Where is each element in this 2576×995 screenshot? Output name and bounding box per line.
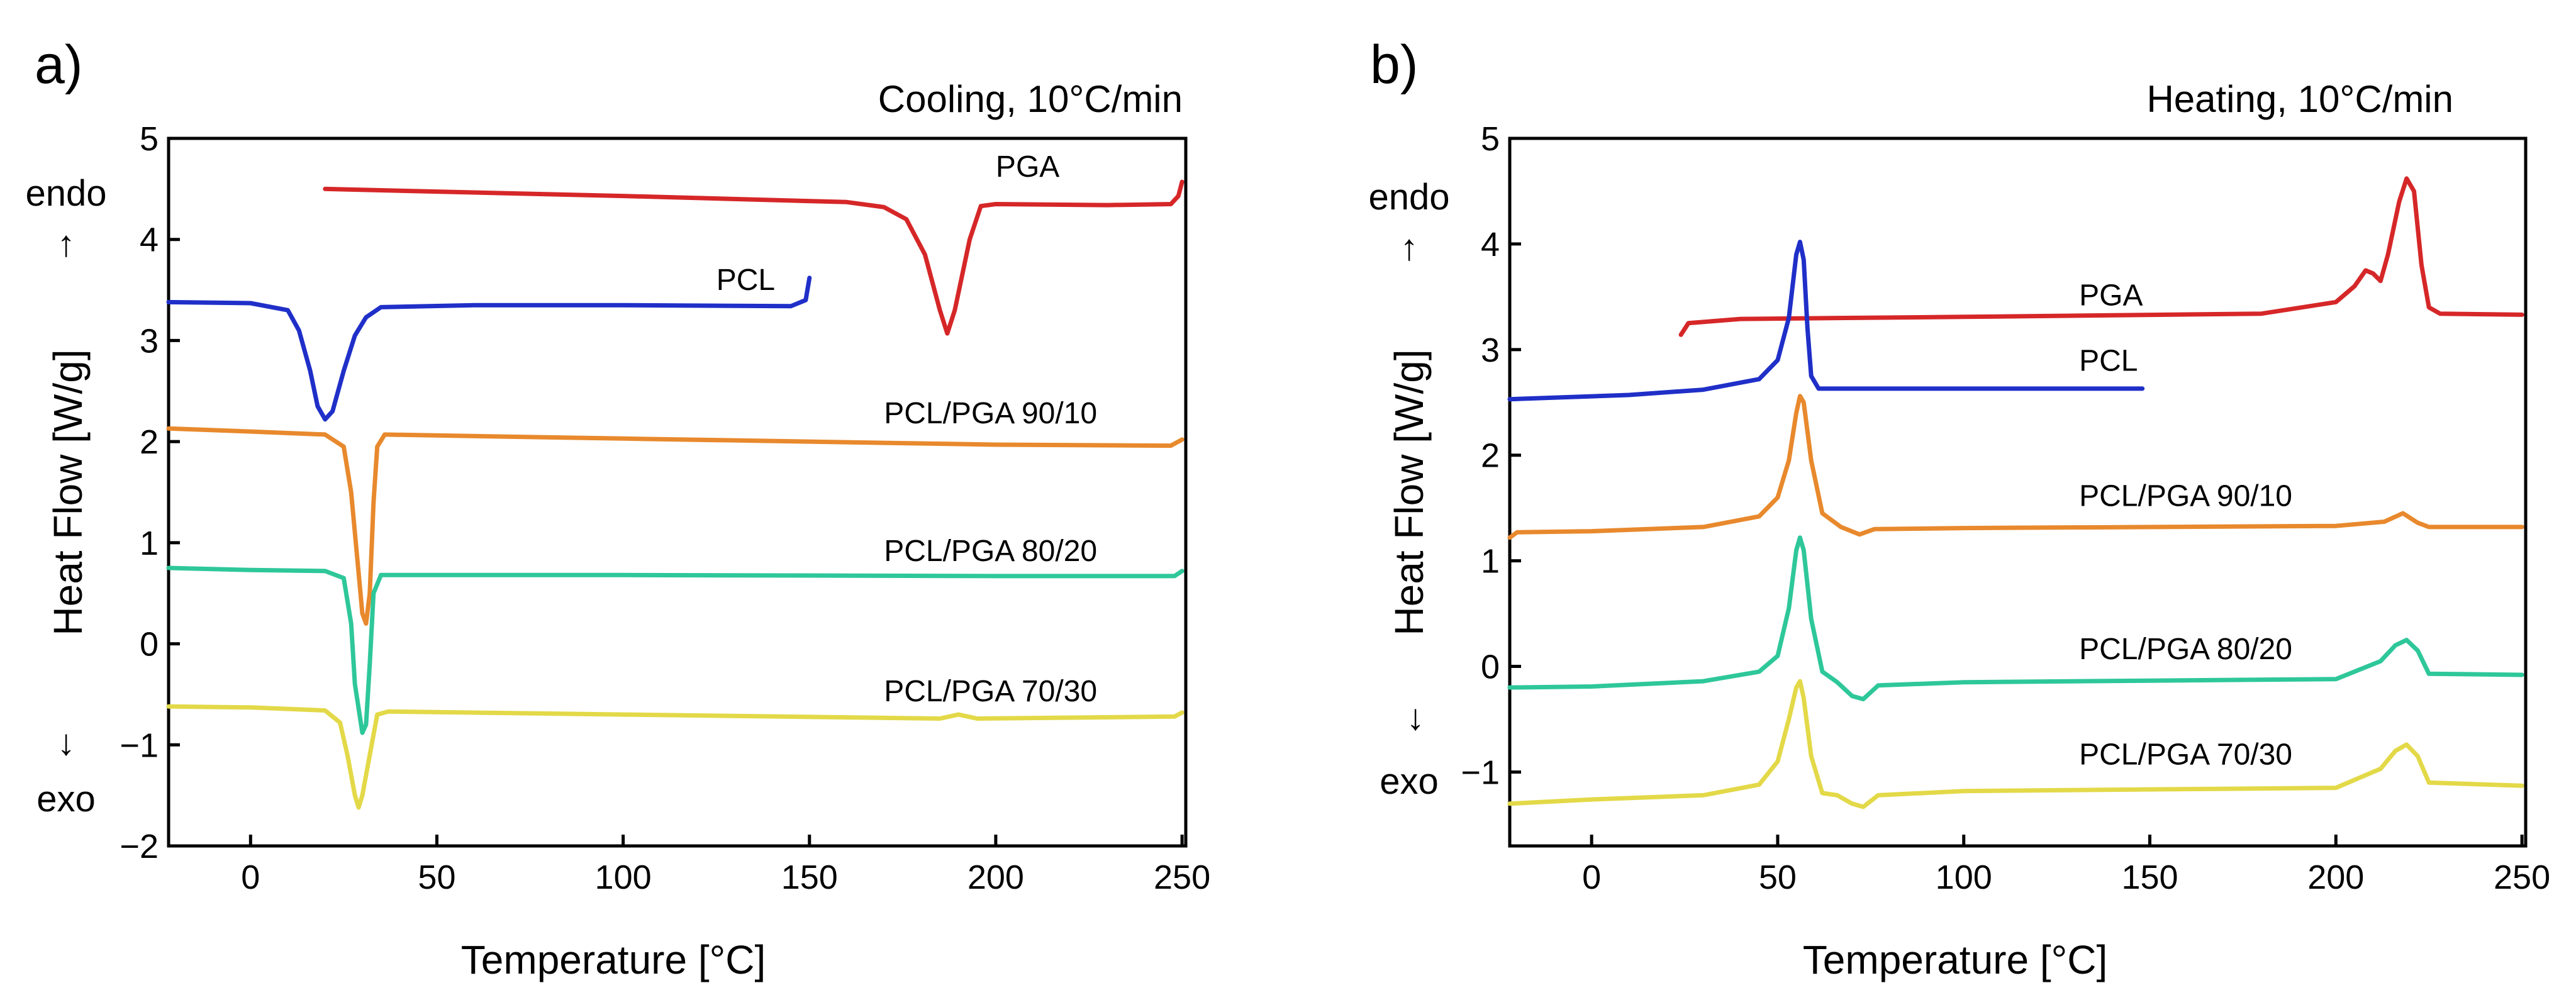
panel-b-y-tick-label: 5 <box>1481 120 1500 158</box>
panel-a-up-arrow: ↑ <box>57 223 75 264</box>
panel-b-y-tick-label: 4 <box>1481 226 1500 264</box>
panel-a-x-axis-title: Temperature [°C] <box>461 937 766 982</box>
panel-a-series-pcl-line <box>166 275 812 422</box>
panel-a-plot-frame <box>167 136 1188 848</box>
panel-a-series-pcl-pga-80-20-label: PCL/PGA 80/20 <box>884 535 1097 568</box>
panel-b-plot-frame <box>1508 136 2528 848</box>
panel-a-x-tick-label: 0 <box>241 859 260 896</box>
panel-b-series-pga-line <box>1678 176 2524 337</box>
panel-b-y-tick-label: 3 <box>1481 331 1500 369</box>
panel-a-endo-label: endo <box>25 173 106 214</box>
panel-a-y-tick-label: 4 <box>140 221 159 259</box>
panel-b-series-pcl-pga-90-10-label: PCL/PGA 90/10 <box>2079 479 2292 513</box>
panel-a-x-tick-label: 150 <box>781 859 838 896</box>
panel-a-series-pcl-pga-70-30-label: PCL/PGA 70/30 <box>884 675 1097 708</box>
panel-b-y-tick-label: 0 <box>1481 648 1500 686</box>
panel-a-y-tick-label: 2 <box>140 423 159 461</box>
panel-b-series-pga-label: PGA <box>2079 279 2143 312</box>
panel-a-y-tick-label: 5 <box>140 120 159 158</box>
panel-b-down-arrow: ↓ <box>1407 697 1425 738</box>
panel-a-series <box>166 179 1185 810</box>
panel-a-y-ticks <box>169 136 180 848</box>
panel-b-x-tick-label: 150 <box>2121 859 2178 896</box>
panel-b-y-tick-labels: −1 0 1 2 3 4 5 <box>1461 120 1500 791</box>
panel-a-x-tick-label: 50 <box>418 859 455 896</box>
panel-a-series-pcl-pga-70-30-line <box>166 704 1185 810</box>
panel-b-series-labels: PGA PCL PCL/PGA 90/10 PCL/PGA 80/20 PCL/… <box>2079 279 2292 771</box>
panel-a-series-labels: PGA PCL PCL/PGA 90/10 PCL/PGA 80/20 PCL/… <box>716 150 1097 708</box>
panel-b-series-pcl-pga-80-20-line <box>1507 535 2524 702</box>
panel-b-x-tick-labels: 0 50 100 150 200 250 <box>1582 859 2550 896</box>
panel-b-condition: Heating, 10°C/min <box>2146 78 2453 120</box>
panel-a-condition: Cooling, 10°C/min <box>878 78 1183 120</box>
panel-b-y-axis-title: Heat Flow [W/g] <box>1386 349 1432 635</box>
panel-a-y-tick-label: −1 <box>120 726 159 764</box>
panel-a-series-pcl-pga-90-10-label: PCL/PGA 90/10 <box>884 397 1097 430</box>
panel-b-series-pcl-label: PCL <box>2079 344 2138 377</box>
panel-b-series-pcl-pga-70-30-line <box>1507 679 2524 809</box>
panel-a-series-pcl-pga-80-20-line <box>166 565 1185 735</box>
panel-a-y-tick-label: 0 <box>140 626 159 664</box>
panel-a-series-pcl-pga-90-10-line <box>166 426 1185 626</box>
panel-b-y-tick-label: 2 <box>1481 437 1500 475</box>
panel-a-y-tick-label: 1 <box>140 525 159 562</box>
panel-b-y-ticks <box>1510 136 1521 774</box>
panel-b-y-tick-label: 1 <box>1481 543 1500 581</box>
panel-a-y-tick-label: −2 <box>120 828 159 865</box>
panel-b-y-tick-label: −1 <box>1461 753 1500 791</box>
panel-b-series <box>1507 176 2524 809</box>
panel-b-series-pcl-pga-70-30-label: PCL/PGA 70/30 <box>2079 738 2292 772</box>
panel-b-x-ticks <box>1590 835 2524 846</box>
panel-a-exo-label: exo <box>36 779 96 820</box>
panel-b-exo-label: exo <box>1380 761 1439 802</box>
panel-a-letter: a) <box>35 35 82 95</box>
panel-b-series-pcl-line <box>1507 240 2145 402</box>
panel-b-x-tick-label: 100 <box>1936 859 1992 896</box>
panel-a-series-pga-line <box>323 179 1185 336</box>
panel-b-series-pcl-pga-80-20-label: PCL/PGA 80/20 <box>2079 633 2292 666</box>
panel-b-series-pcl-pga-90-10-line <box>1507 394 2524 540</box>
panel-b-x-axis-title: Temperature [°C] <box>1803 937 2107 982</box>
panel-b-up-arrow: ↑ <box>1400 227 1419 268</box>
panel-a-y-tick-label: 3 <box>140 322 159 360</box>
panel-a-x-tick-label: 200 <box>967 859 1024 896</box>
panel-a-series-pcl-label: PCL <box>716 264 775 297</box>
panel-a-x-tick-label: 100 <box>595 859 652 896</box>
panel-a-y-tick-labels: −2 −1 0 1 2 3 4 5 <box>120 120 159 865</box>
panel-b-x-tick-label: 200 <box>2307 859 2364 896</box>
panel-a-down-arrow: ↓ <box>57 722 75 763</box>
panel-a-cooling: a) Cooling, 10°C/min endo ↑ ↓ exo Heat F… <box>25 35 1210 982</box>
panel-a-x-ticks <box>248 835 1184 846</box>
panel-a-series-pga-label: PGA <box>996 150 1059 184</box>
panel-b-endo-label: endo <box>1368 177 1449 218</box>
panel-a-x-tick-label: 250 <box>1154 859 1210 896</box>
panel-a-x-tick-labels: 0 50 100 150 200 250 <box>241 859 1210 896</box>
panel-b-x-tick-label: 0 <box>1582 859 1601 896</box>
panel-b-letter: b) <box>1370 35 1418 95</box>
panel-a-y-axis-title: Heat Flow [W/g] <box>45 349 91 635</box>
panel-b-heating: b) Heating, 10°C/min endo ↑ ↓ exo Heat F… <box>1368 35 2550 982</box>
panel-b-x-tick-label: 50 <box>1759 859 1797 896</box>
panel-b-x-tick-label: 250 <box>2494 859 2550 896</box>
